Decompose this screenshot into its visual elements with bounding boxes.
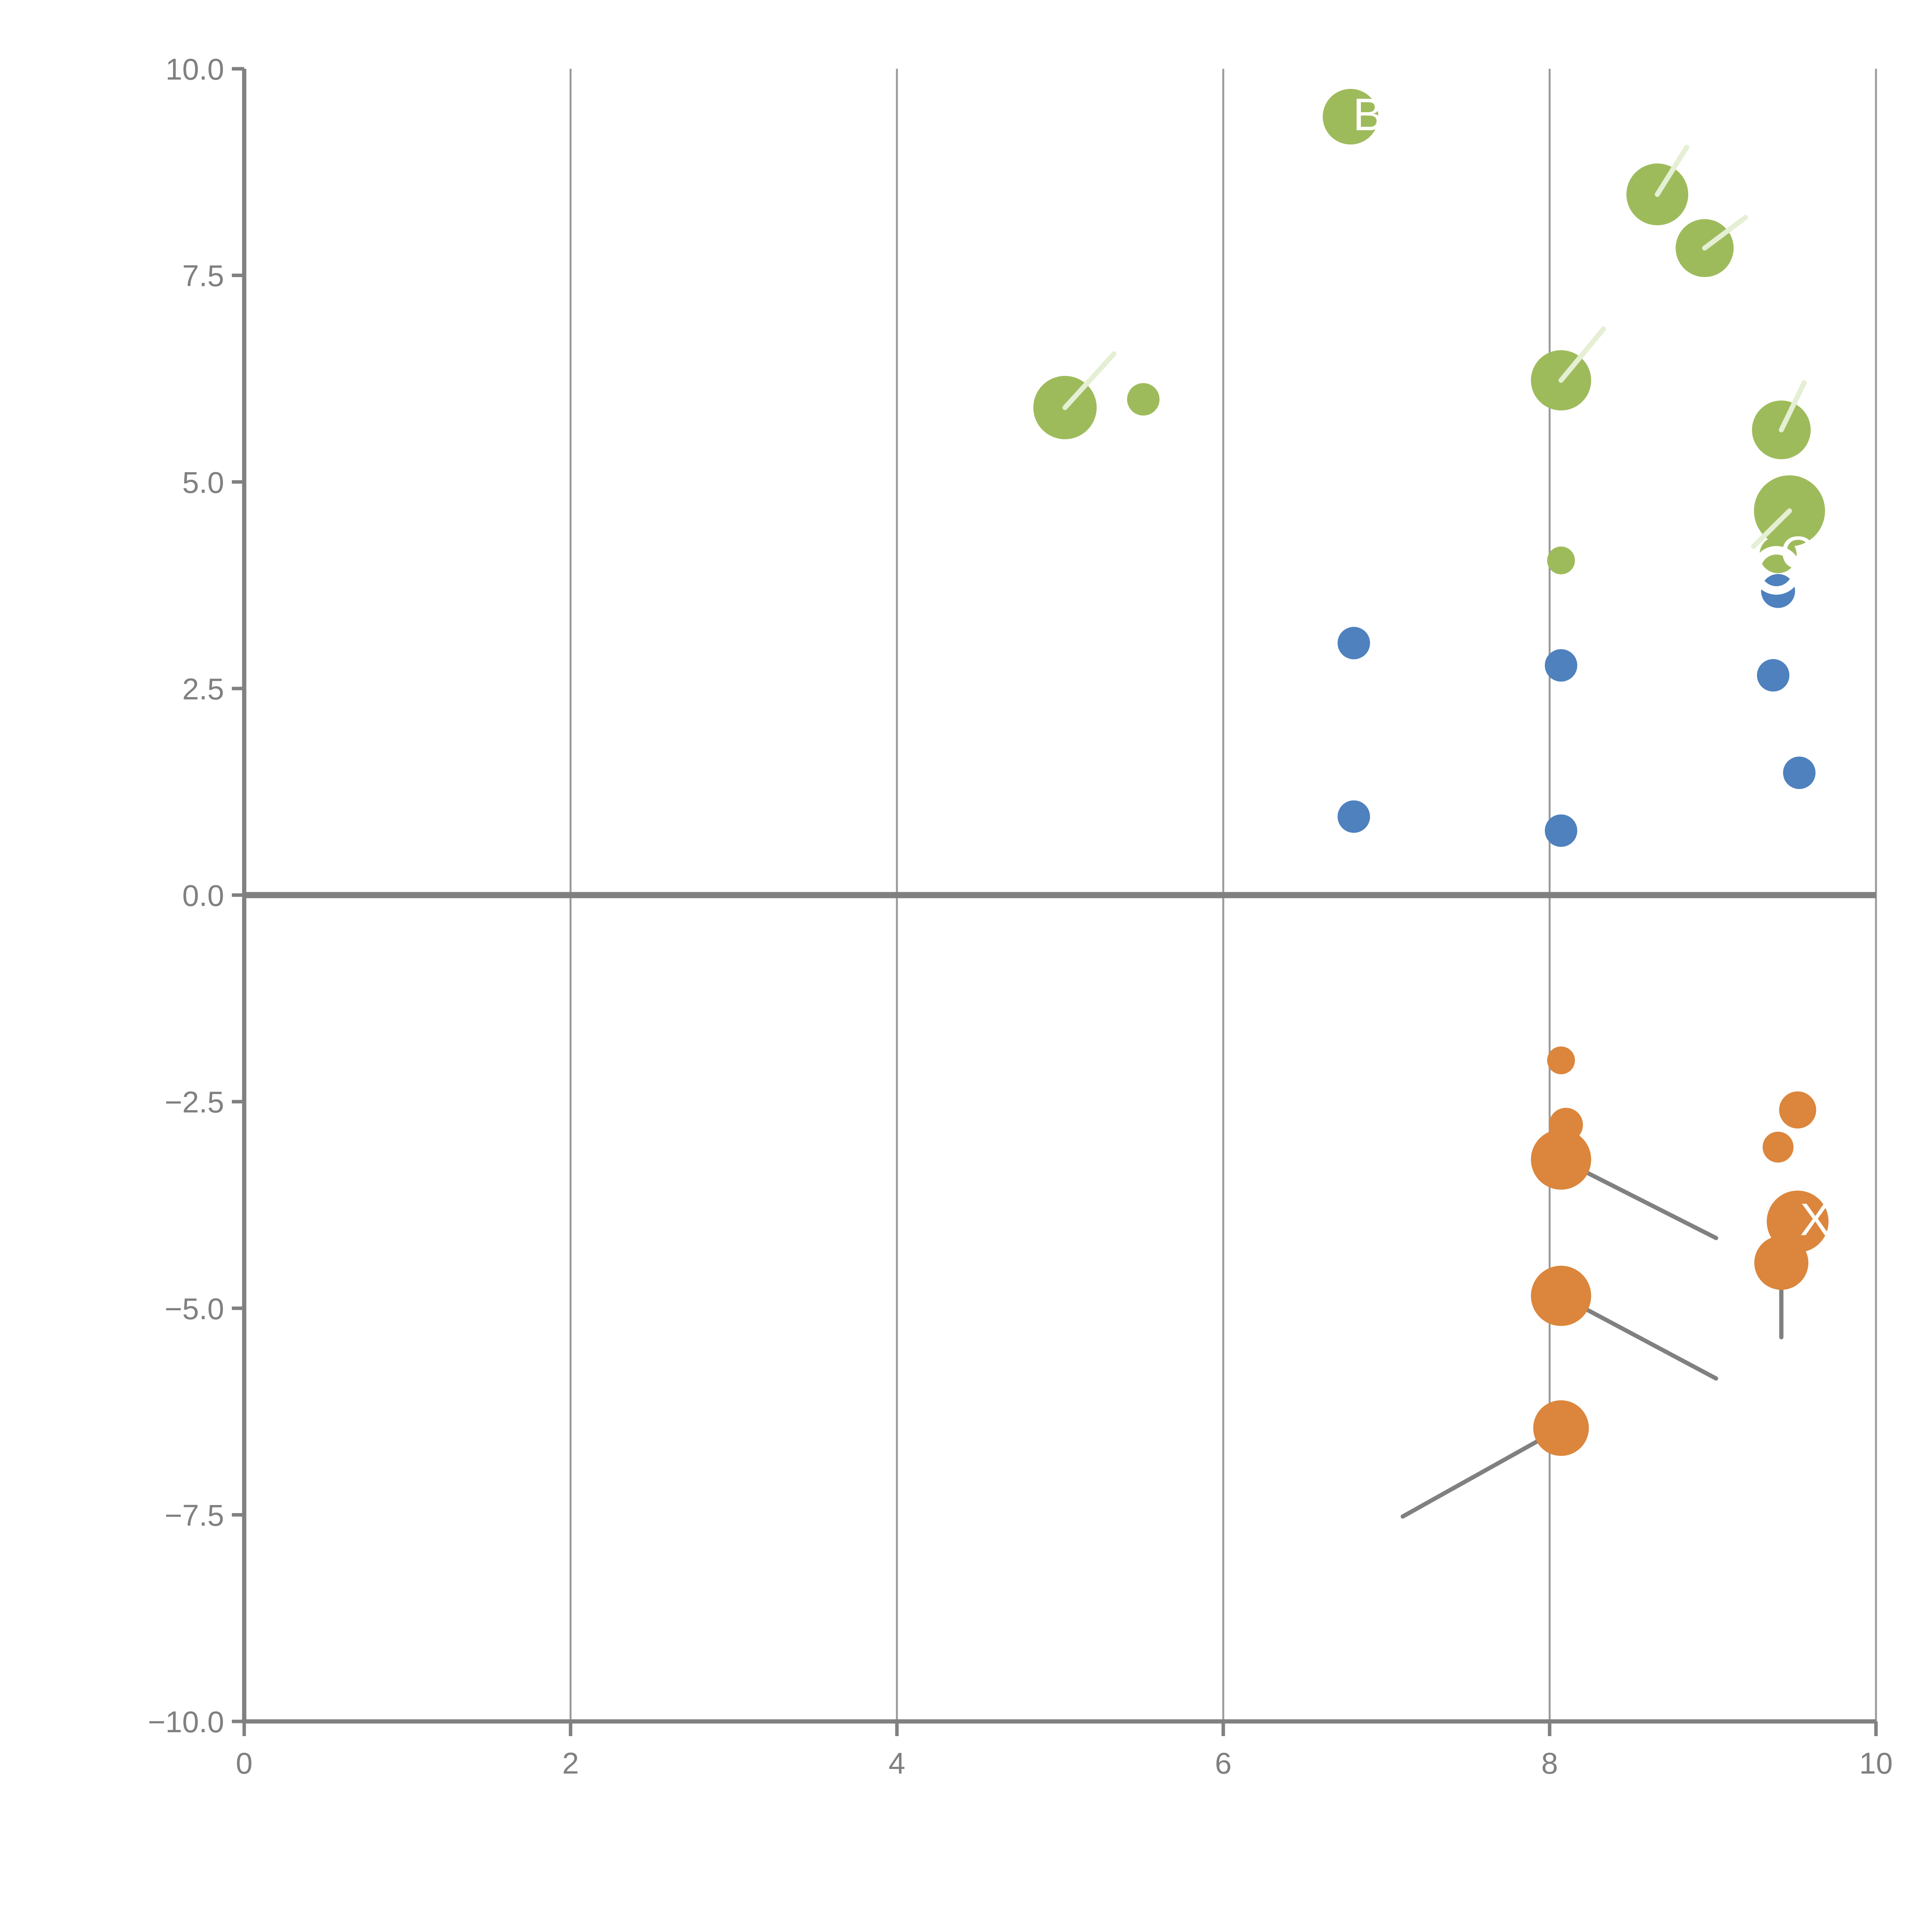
bubble-blue-0[interactable] [1337,627,1370,660]
bubble-green-9[interactable] [1759,536,1797,573]
y-tick-labels: 10.0 7.5 5.0 2.5 0.0 −2.5 −5.0 −7.5 −10.0 [148,52,224,1739]
bubble-green-0[interactable] [1323,89,1379,145]
bubble-orange-0[interactable] [1547,1046,1575,1075]
x-tick-label-0: 0 [236,1746,252,1780]
bubble-orange-2[interactable] [1531,1129,1591,1190]
y-tick-label-8: −10.0 [148,1705,224,1739]
y-tick-label-0: 10.0 [165,52,224,86]
clipped-label-ring [1752,546,1801,595]
x-tick-label-5: 10 [1859,1746,1893,1780]
bubble-blue-4[interactable] [1783,757,1816,789]
bubble-green-8[interactable] [1547,546,1575,575]
leader-stub-1 [1558,327,1606,383]
bubble-orange-7[interactable] [1531,1265,1591,1326]
bubble-blue-5[interactable] [1337,800,1370,833]
leader-stub-3 [1702,215,1748,251]
y-tick-label-3: 2.5 [182,672,224,706]
x-tick-labels: 0 2 4 6 8 10 [236,1746,1893,1780]
bubble-blue-3[interactable] [1757,659,1789,692]
leader-stub-5 [1751,508,1792,549]
x-tick-label-4: 8 [1541,1746,1558,1780]
y-tick-label-5: −2.5 [165,1085,224,1119]
x-tick-label-2: 4 [889,1746,905,1780]
bubble-orange-4[interactable] [1762,1131,1794,1163]
y-tick-label-1: 7.5 [182,259,224,293]
bubble-blue-1[interactable] [1544,649,1577,682]
y-tick-label-4: 0.0 [182,879,224,913]
x-tick-label-1: 2 [562,1746,579,1780]
leader-line-2 [1400,1426,1563,1519]
bubble-orange-3[interactable] [1779,1091,1816,1129]
x-tick-label-3: 6 [1215,1746,1231,1780]
leader-stub-4 [1779,380,1807,433]
leader-stub-0 [1062,351,1117,410]
x-axis [242,1719,1878,1736]
bubble-blue-6[interactable] [1544,814,1577,847]
bubble-label-green-0: BA [1353,89,1414,140]
y-tick-label-7: −7.5 [165,1498,224,1532]
y-tick-label-6: −5.0 [165,1292,224,1326]
bubble-label-orange-5: XS [1800,1194,1861,1245]
bubble-orange-6[interactable] [1754,1236,1809,1290]
bubble-green-4[interactable] [1127,383,1160,416]
leader-stub-2 [1655,145,1689,197]
y-tick-label-2: 5.0 [182,465,224,499]
bubble-orange-8[interactable] [1533,1400,1589,1456]
